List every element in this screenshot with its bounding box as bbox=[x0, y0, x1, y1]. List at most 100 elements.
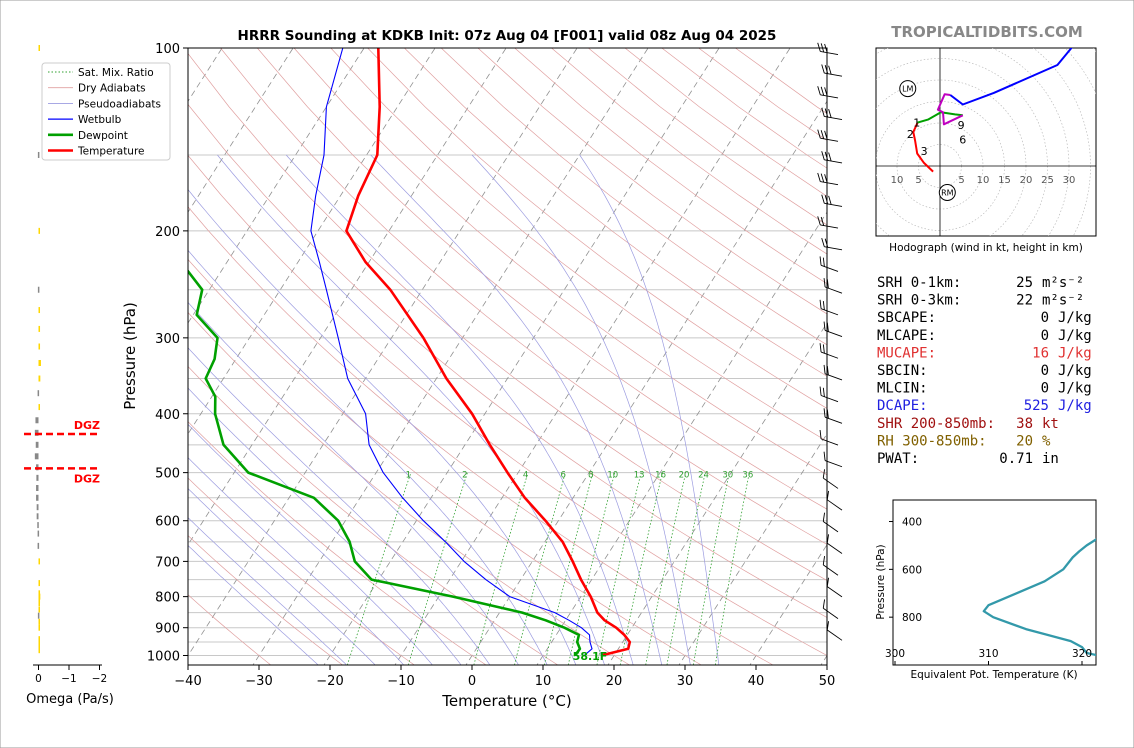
omega-bar bbox=[35, 441, 39, 448]
dry-adiabat-line bbox=[188, 154, 827, 656]
hodograph-ring-label: 10 bbox=[891, 175, 904, 186]
wind-barb bbox=[819, 299, 839, 316]
skewt-profiles: 58.1F bbox=[188, 48, 632, 663]
y-axis-label: Pressure (hPa) bbox=[121, 302, 139, 410]
mixing-ratio-line bbox=[666, 472, 706, 665]
stat-value: 22 bbox=[1016, 293, 1033, 309]
dry-adiabat-line bbox=[188, 594, 272, 665]
wind-barb bbox=[821, 194, 843, 207]
wind-barb bbox=[826, 534, 843, 554]
stat-label: RH 300-850mb: bbox=[877, 433, 987, 449]
pseudoadiabat-line bbox=[188, 517, 348, 665]
x-tick-label: 0 bbox=[468, 674, 476, 689]
omega-x-tick-label: 0 bbox=[35, 673, 42, 685]
thetae-x-axis-label: Equivalent Pot. Temperature (K) bbox=[910, 669, 1077, 681]
omega-bar bbox=[38, 227, 40, 234]
wind-barb bbox=[822, 555, 839, 576]
omega-bar bbox=[38, 596, 41, 603]
x-tick-label: −30 bbox=[245, 674, 272, 689]
stat-value: 0 bbox=[1041, 310, 1049, 326]
hodograph-ring-label: 15 bbox=[998, 175, 1011, 186]
stat-label: PWAT: bbox=[877, 451, 919, 467]
dry-adiabat-line bbox=[188, 421, 487, 665]
legend-label: Dewpoint bbox=[78, 130, 128, 142]
omega-bar bbox=[38, 325, 41, 332]
dry-adiabat-line bbox=[293, 48, 827, 476]
omega-bar bbox=[37, 286, 40, 293]
omega-bar bbox=[38, 624, 40, 631]
hodograph-trace bbox=[949, 48, 1073, 106]
y-tick-label: 900 bbox=[155, 622, 180, 637]
wind-barb bbox=[826, 621, 843, 641]
wind-barb bbox=[826, 577, 843, 598]
dry-adiabat-line bbox=[188, 53, 827, 581]
stat-unit: kt bbox=[1042, 416, 1059, 432]
stat-label: SRH 0-3km: bbox=[877, 293, 961, 309]
stat-label: SRH 0-1km: bbox=[877, 275, 961, 291]
omega-panel: 0 −1 −2 Omega (Pa/s) DGZ DGZ bbox=[24, 45, 114, 707]
legend-box bbox=[41, 62, 171, 161]
isotherm-line bbox=[188, 48, 436, 435]
omega-bar bbox=[34, 453, 39, 460]
thetae-y-tick-label: 800 bbox=[902, 612, 922, 624]
mixing-ratio-line bbox=[645, 472, 687, 665]
wind-barb bbox=[823, 364, 843, 381]
thetae-x-tick-label: 300 bbox=[885, 648, 905, 660]
x-tick-label: −20 bbox=[316, 674, 343, 689]
skewt-axes: −40 −30 −20 −10 0 10 20 30 40 50 100 200 300 400 500 60… bbox=[121, 42, 835, 710]
mixing-ratio-line bbox=[543, 472, 594, 665]
mixing-ratio-label: 1 bbox=[406, 470, 411, 480]
hodograph-height-label: 1 bbox=[913, 117, 920, 130]
pseudoadiabat-line bbox=[285, 154, 634, 665]
wind-barb bbox=[823, 278, 843, 294]
surface-temp-label: 58.1F bbox=[573, 650, 608, 663]
stat-unit: J/kg bbox=[1058, 363, 1092, 379]
x-tick-label: −40 bbox=[174, 674, 201, 689]
pseudoadiabat-line bbox=[188, 387, 462, 665]
omega-bar bbox=[38, 359, 41, 366]
wind-barb bbox=[817, 216, 839, 229]
stat-value: 0 bbox=[1041, 363, 1049, 379]
mixing-ratio-label: 36 bbox=[742, 470, 753, 480]
omega-bar bbox=[38, 600, 40, 607]
isotherm-line bbox=[323, 48, 720, 665]
mixing-ratio-line bbox=[619, 472, 663, 665]
hodograph: 5 10 15 20 25 30 10 5 123 69 LM RM bbox=[876, 48, 1096, 236]
watermark: TROPICALTIDBITS.COM bbox=[891, 23, 1083, 41]
stat-unit: in bbox=[1042, 451, 1059, 467]
wind-barb bbox=[817, 129, 839, 142]
legend-label: Dry Adiabats bbox=[78, 83, 146, 95]
x-tick-label: 50 bbox=[819, 674, 836, 689]
skewt-background-lines: 1 2 4 6 8 10 13 16 20 24 30 36 bbox=[188, 48, 827, 665]
stat-value: 525 bbox=[1024, 398, 1049, 414]
x-tick-label: 40 bbox=[748, 674, 765, 689]
x-axis-label: Temperature (°C) bbox=[441, 692, 571, 710]
stat-unit: J/kg bbox=[1058, 345, 1092, 361]
hodograph-frame bbox=[875, 47, 1097, 237]
dgz-label: DGZ bbox=[74, 472, 100, 485]
omega-bar bbox=[38, 580, 40, 587]
stat-value: 0.71 bbox=[999, 451, 1033, 467]
thetae-axes: 300310320330340400600800Equivalent Pot. … bbox=[875, 517, 1092, 681]
chart-title: HRRR Sounding at KDKB Init: 07z Aug 04 [… bbox=[238, 28, 777, 44]
isotherm-line bbox=[188, 48, 578, 657]
isotherm-line bbox=[394, 48, 791, 665]
stats-table: SRH 0-1km: 25 m²s⁻² SRH 0-3km: 22 m²s⁻² SBCAPE… bbox=[877, 275, 1092, 467]
legend-label: Pseudoadiabats bbox=[78, 98, 161, 110]
omega-bar bbox=[38, 636, 40, 643]
stat-value: 0 bbox=[1041, 381, 1049, 397]
omega-bar bbox=[38, 404, 40, 411]
dry-adiabat-line bbox=[477, 48, 827, 315]
dry-adiabat-line bbox=[330, 48, 827, 442]
mixing-ratio-label: 20 bbox=[679, 470, 690, 480]
thetae-plot bbox=[982, 538, 1096, 657]
mixing-ratio-line bbox=[346, 472, 412, 665]
stat-unit: J/kg bbox=[1058, 310, 1092, 326]
hodograph-trace bbox=[912, 122, 934, 173]
mixing-ratio-label: 10 bbox=[607, 470, 618, 480]
stat-value: 25 bbox=[1016, 275, 1033, 291]
dry-adiabat-line bbox=[257, 48, 827, 510]
legend-label: Sat. Mix. Ratio bbox=[78, 67, 154, 79]
hodograph-ring-label: 10 bbox=[977, 175, 990, 186]
